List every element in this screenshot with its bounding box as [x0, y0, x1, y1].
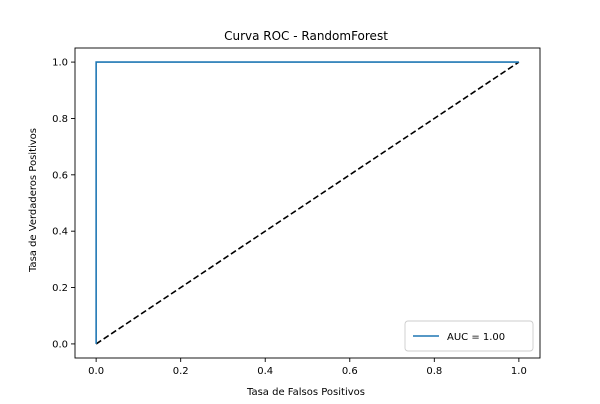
y-axis: 0.0 0.2 0.4 0.6 0.8 1.0	[52, 58, 75, 350]
y-axis-label: Tasa de Verdaderos Positivos	[28, 128, 39, 273]
plot-area	[95, 61, 520, 345]
y-tick-label: 1.0	[52, 58, 68, 69]
x-tick-label: 0.6	[342, 366, 358, 377]
y-tick-label: 0.4	[52, 227, 68, 238]
diagonal-reference-line	[95, 61, 520, 345]
legend-entry-label: AUC = 1.00	[447, 332, 505, 343]
x-tick-label: 1.0	[511, 366, 527, 377]
chart-title: Curva ROC - RandomForest	[224, 29, 388, 43]
x-tick-label: 0.2	[173, 366, 189, 377]
x-tick-label: 0.4	[257, 366, 273, 377]
y-tick-label: 0.0	[52, 339, 68, 350]
y-tick-label: 0.2	[52, 283, 68, 294]
x-axis-label: Tasa de Falsos Positivos	[246, 387, 365, 398]
y-tick-label: 0.6	[52, 170, 68, 181]
plot-frame	[74, 47, 541, 359]
x-axis: 0.0 0.2 0.4 0.6 0.8 1.0	[88, 358, 527, 377]
legend-box	[404, 320, 534, 352]
legend: AUC = 1.00	[404, 320, 534, 352]
x-tick-label: 0.8	[426, 366, 442, 377]
roc-curve-line	[95, 61, 519, 344]
y-tick-label: 0.8	[52, 114, 68, 125]
x-tick-label: 0.0	[88, 366, 104, 377]
